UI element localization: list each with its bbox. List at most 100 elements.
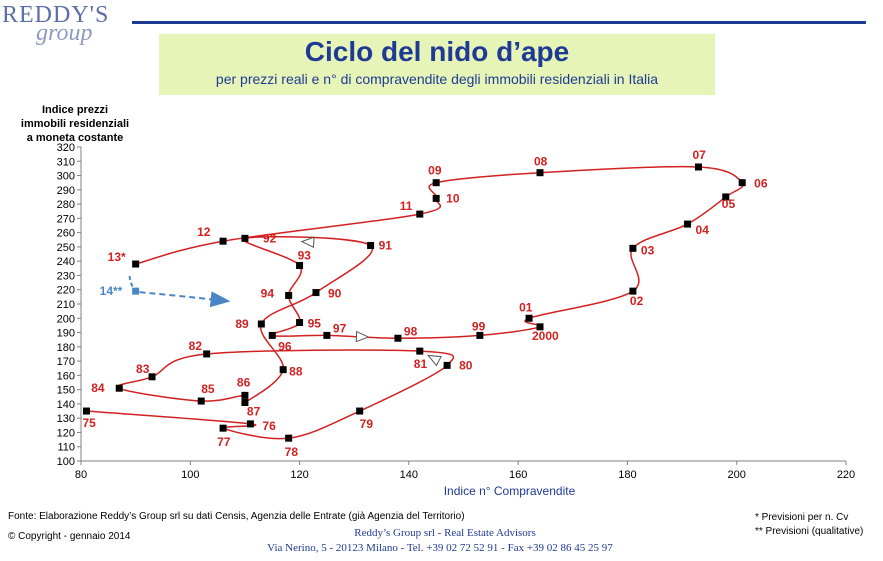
chart-subtitle: per prezzi reali e n° di compravendite d…: [215, 71, 659, 87]
y-axis-title-line-3: a moneta costante: [26, 132, 124, 144]
y-tick-label: 170: [57, 356, 75, 368]
y-tick-label: 210: [57, 299, 75, 311]
y-tick-label: 130: [57, 413, 75, 425]
logo-subword: group: [36, 20, 93, 46]
note-forecast-qualitative: ** Previsioni (qualitative): [755, 526, 864, 537]
data-point: [279, 366, 287, 374]
data-point: [536, 169, 544, 177]
data-label: 78: [285, 445, 299, 459]
y-axis-title: Indice prezzi immobili residenziali a mo…: [10, 103, 140, 145]
data-label: 10: [446, 191, 460, 205]
data-label: 79: [360, 417, 374, 431]
copyright-note: © Copyright - gennaio 2014: [8, 531, 131, 542]
data-label: 99: [472, 319, 486, 333]
x-tick-label: 120: [290, 469, 308, 481]
data-point: [257, 320, 265, 328]
data-label: 04: [696, 223, 710, 237]
data-label: 90: [328, 287, 342, 301]
x-tick-label: 200: [728, 469, 746, 481]
data-point: [738, 179, 746, 187]
series-line: [86, 165, 744, 440]
data-point: [132, 260, 140, 268]
forecast-notes: * Previsioni per n. Cv ** Previsioni (qu…: [755, 511, 863, 539]
x-tick-label: 160: [509, 469, 527, 481]
data-label: 84: [91, 381, 105, 395]
y-tick-label: 320: [57, 142, 75, 154]
x-tick-label: 180: [618, 469, 636, 481]
data-point: [694, 163, 702, 171]
y-tick-label: 230: [57, 270, 75, 282]
y-tick-label: 120: [57, 427, 75, 439]
y-tick-label: 220: [57, 285, 75, 297]
data-label: 11: [400, 199, 413, 213]
data-point: [241, 398, 249, 406]
data-label: 89: [235, 317, 249, 331]
data-label: 75: [82, 416, 96, 430]
forecast-label: 14**: [100, 284, 123, 298]
direction-arrow: [300, 236, 315, 249]
x-axis-title: Indice n° Compravendite: [444, 484, 576, 498]
y-tick-label: 310: [57, 156, 75, 168]
data-point: [285, 291, 293, 299]
data-label: 91: [379, 238, 393, 252]
x-tick-label: 80: [75, 469, 87, 481]
data-label: 82: [189, 339, 203, 353]
data-label: 76: [262, 419, 276, 433]
x-tick-label: 220: [837, 469, 855, 481]
data-point: [394, 334, 402, 342]
x-tick-label: 100: [181, 469, 199, 481]
data-point: [148, 373, 156, 381]
data-point: [629, 244, 637, 252]
data-label: 12: [197, 225, 211, 239]
data-point: [312, 289, 320, 297]
data-point: [629, 287, 637, 295]
data-point: [285, 434, 293, 442]
data-label: 85: [201, 382, 215, 396]
y-tick-label: 250: [57, 242, 75, 254]
data-point: [197, 397, 205, 405]
data-label: 87: [247, 404, 261, 418]
data-label: 77: [217, 435, 231, 449]
data-point: [432, 179, 440, 187]
data-point: [115, 384, 123, 392]
data-label: 83: [136, 362, 150, 376]
data-point: [432, 194, 440, 202]
data-label: 07: [692, 148, 706, 162]
data-label: 81: [414, 357, 428, 371]
note-forecast-volume: * Previsioni per n. Cv: [755, 512, 849, 523]
y-tick-label: 110: [57, 442, 75, 454]
forecast-point: [132, 287, 140, 295]
data-point: [219, 424, 227, 432]
data-label: 02: [630, 294, 644, 308]
data-label: 03: [641, 243, 655, 257]
data-point: [241, 391, 249, 399]
data-label: 80: [459, 358, 473, 372]
data-point: [241, 234, 249, 242]
data-point: [268, 331, 276, 339]
data-label: 95: [308, 317, 322, 331]
y-tick-label: 180: [57, 342, 75, 354]
company-name: Reddy’s Group srl - Real Estate Advisors: [354, 527, 536, 539]
x-tick-label: 140: [400, 469, 418, 481]
logo-wordmark: REDDY'S: [2, 2, 110, 28]
y-tick-label: 270: [57, 213, 75, 225]
data-point: [246, 420, 254, 428]
y-tick-label: 290: [57, 185, 75, 197]
data-point: [536, 323, 544, 331]
y-tick-label: 280: [57, 199, 75, 211]
data-label: 98: [404, 324, 418, 338]
data-point: [203, 350, 211, 358]
source-note: Fonte: Elaborazione Reddy’s Group srl su…: [8, 511, 465, 522]
y-tick-label: 260: [57, 228, 75, 240]
data-label: 88: [289, 365, 303, 379]
data-point: [219, 237, 227, 245]
data-label: 94: [261, 286, 275, 300]
y-axis-title-line-1: Indice prezzi: [41, 104, 109, 116]
y-tick-label: 240: [57, 256, 75, 268]
y-tick-label: 300: [57, 171, 75, 183]
data-point: [525, 314, 533, 322]
data-label: 08: [534, 155, 548, 169]
data-point: [476, 331, 484, 339]
data-label: 93: [298, 248, 312, 262]
